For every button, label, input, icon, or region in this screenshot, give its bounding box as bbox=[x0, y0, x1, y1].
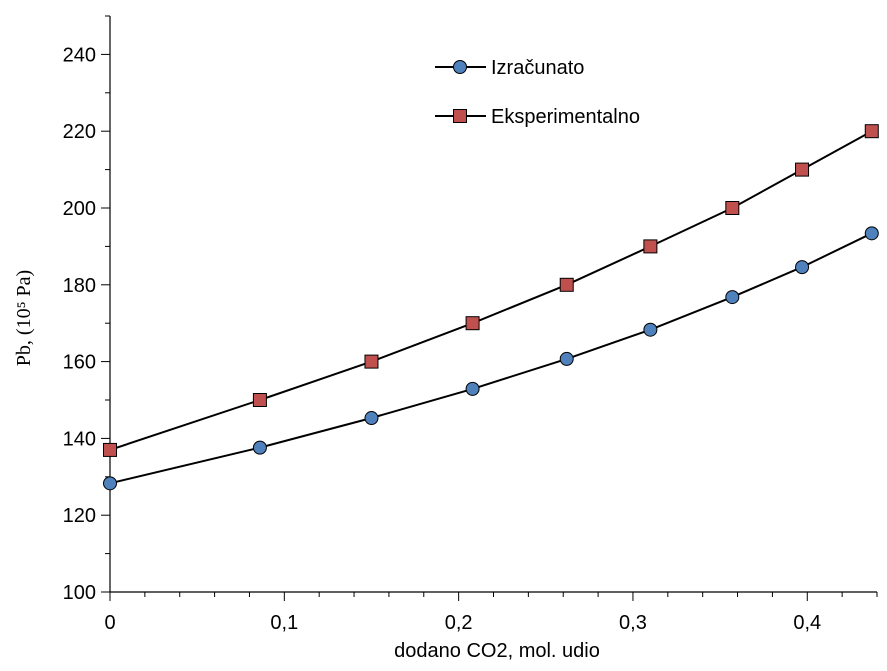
y-tick-label: 140 bbox=[63, 428, 96, 450]
data-point bbox=[725, 201, 740, 215]
legend-label: Izračunato bbox=[491, 57, 584, 79]
x-axis-title: dodano CO2, mol. udio bbox=[394, 640, 600, 662]
y-tick-label: 220 bbox=[63, 121, 96, 143]
y-tick-label: 100 bbox=[63, 582, 96, 604]
x-tick-label: 0,3 bbox=[619, 612, 647, 634]
data-point bbox=[364, 354, 379, 369]
legend-item: Eksperimentalno bbox=[435, 106, 640, 128]
data-point bbox=[252, 393, 267, 407]
data-point bbox=[559, 351, 574, 366]
series-line bbox=[109, 130, 873, 451]
x-tick-label: 0,2 bbox=[445, 612, 473, 634]
ticks: 100 120 140 160 180 200 220 240 0 0,1 0,2 0,3 0,4 bbox=[63, 15, 878, 634]
data-point bbox=[364, 411, 379, 426]
series-line bbox=[109, 232, 873, 485]
y-tick-label: 160 bbox=[63, 352, 96, 374]
y-tick-label: 240 bbox=[63, 44, 96, 66]
legend: Izračunato Eksperimentalno bbox=[435, 57, 640, 128]
y-axis-title: Pb, (10⁵ Pa) bbox=[13, 270, 35, 366]
data-point bbox=[559, 277, 574, 292]
data-point bbox=[725, 290, 740, 305]
legend-marker bbox=[453, 109, 467, 123]
series-square bbox=[103, 124, 879, 457]
legend-item: Izračunato bbox=[435, 57, 584, 79]
y-tick-label: 200 bbox=[63, 198, 96, 220]
legend-marker bbox=[453, 60, 467, 74]
data-point bbox=[795, 162, 810, 177]
x-tick-label: 0 bbox=[104, 612, 115, 634]
data-point bbox=[465, 381, 480, 396]
data-point bbox=[643, 322, 658, 337]
axes bbox=[109, 16, 877, 593]
x-tick-label: 0,1 bbox=[270, 612, 298, 634]
y-tick-label: 120 bbox=[63, 505, 96, 527]
data-point bbox=[643, 239, 658, 254]
data-point bbox=[864, 124, 879, 139]
data-point bbox=[252, 440, 267, 455]
data-point bbox=[103, 442, 117, 457]
legend-label: Eksperimentalno bbox=[491, 106, 640, 128]
data-point bbox=[103, 476, 117, 491]
y-tick-label: 180 bbox=[63, 275, 96, 297]
series-layer bbox=[103, 124, 879, 491]
series-circle bbox=[103, 226, 879, 491]
data-point bbox=[795, 260, 810, 275]
data-point bbox=[465, 316, 480, 331]
x-tick-label: 0,4 bbox=[793, 612, 821, 634]
data-point bbox=[864, 226, 879, 241]
